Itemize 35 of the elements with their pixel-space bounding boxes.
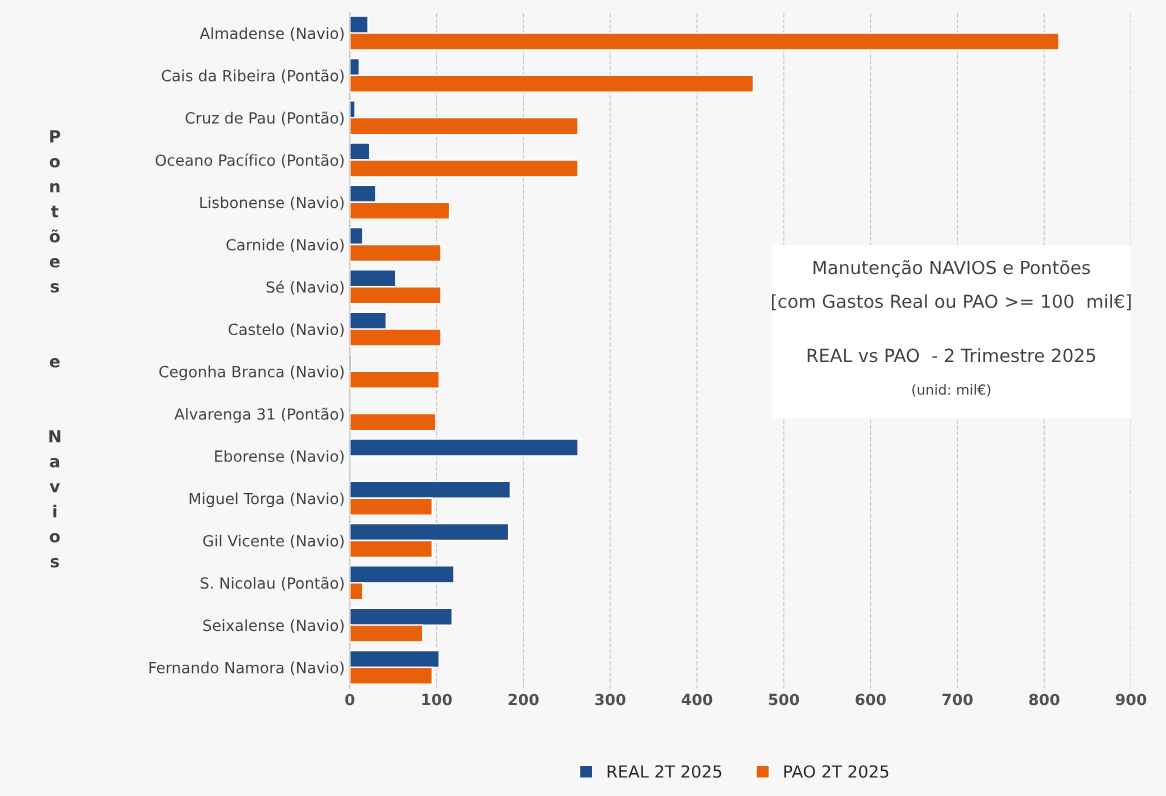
x-tick-label: 500 <box>769 693 800 706</box>
y-tick-label: Castelo (Navio) <box>228 323 344 337</box>
x-tick-label: 800 <box>1029 693 1060 706</box>
legend-label: PAO 2T 2025 <box>784 765 889 778</box>
y-tick-label: Cais da Ribeira (Pontão) <box>161 69 344 84</box>
x-tick-label: 400 <box>681 693 713 706</box>
x-tick-label: 300 <box>595 693 626 706</box>
x-tick-label: 0 <box>345 693 355 706</box>
y-tick-label: Sé (Navio) <box>266 280 344 295</box>
y-tick-label: Miguel Torga (Navio) <box>189 492 344 508</box>
y-tick-label: Lisbonense (Navio) <box>200 196 344 211</box>
annotation: [com Gastos Real ou PAO >= 100 mil€] <box>772 294 1131 311</box>
y-tick-label: Cegonha Branca (Navio) <box>159 365 344 381</box>
y-tick-label: Almadense (Navio) <box>199 27 344 41</box>
x-tick-label: 700 <box>942 693 973 706</box>
x-tick-label: 600 <box>855 693 886 706</box>
bar <box>349 438 579 457</box>
y-tick-label: Cruz de Pau (Pontão) <box>185 111 344 126</box>
y-tick-label: Fernando Namora (Navio) <box>149 661 344 676</box>
x-tick-label: 900 <box>1115 693 1147 706</box>
y-tick-label: Seixalense (Navio) <box>203 619 344 633</box>
x-tick-label: 200 <box>508 693 539 706</box>
y-tick-label: Oceano Pacífico (Pontão) <box>155 153 344 168</box>
y-tick-label: Alvarenga 31 (Pontão) <box>174 407 344 423</box>
y-tick-label: Eborense (Navio) <box>215 450 344 464</box>
y-tick-label: Carnide (Navio) <box>226 238 344 253</box>
y-tick-label: S. Nicolau (Pontão) <box>200 576 344 591</box>
annotation: Manutenção NAVIOS e Pontões <box>813 260 1090 278</box>
legend-label: REAL 2T 2025 <box>607 765 722 778</box>
x-tick-label: 100 <box>422 693 452 706</box>
text: Pontões e Navios <box>49 130 61 568</box>
annotation: REAL vs PAO - 2 Trimestre 2025 <box>807 348 1096 363</box>
annotation: (unid: mil€) <box>912 384 991 397</box>
bar <box>349 412 437 432</box>
y-tick-label: Gil Vicente (Navio) <box>203 534 344 549</box>
